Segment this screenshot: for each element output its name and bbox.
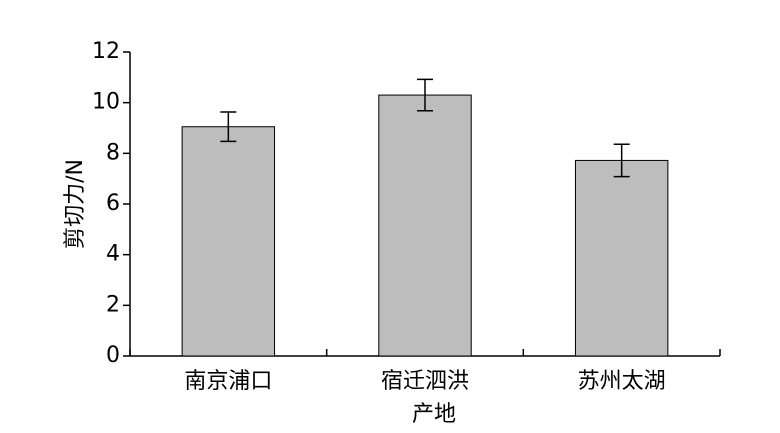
x-axis-label: 产地 xyxy=(412,402,456,427)
error-bar xyxy=(220,111,237,143)
x-tick-label: 南京浦口 xyxy=(184,369,272,394)
y-tick-label: 8 xyxy=(106,140,120,165)
bar xyxy=(574,159,669,357)
y-tick-label: 2 xyxy=(106,292,120,317)
x-tick-label: 苏州太湖 xyxy=(578,369,666,394)
y-tick-label: 0 xyxy=(106,343,120,368)
y-tick-label: 10 xyxy=(92,90,120,115)
x-tick-label: 宿迁泗洪 xyxy=(381,369,469,394)
error-bar xyxy=(613,143,630,178)
error-bar xyxy=(417,78,433,112)
bar xyxy=(181,126,276,357)
bar xyxy=(378,94,472,357)
y-tick-label: 12 xyxy=(92,39,120,64)
y-tick-label: 6 xyxy=(106,191,120,216)
y-axis-label: 剪切力/N xyxy=(63,159,88,249)
y-tick-label: 4 xyxy=(106,242,120,267)
